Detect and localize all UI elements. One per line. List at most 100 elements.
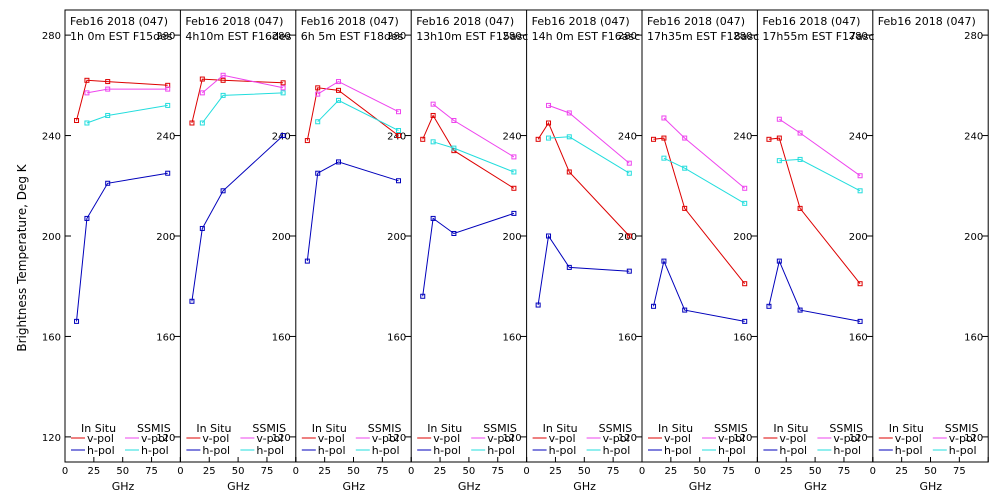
x-tick-label: 25 [895,466,908,477]
data-point-insitu_h [84,215,90,221]
data-point-insitu_v [626,233,632,239]
data-point-insitu_h [535,302,541,308]
data-point-insitu_h [420,293,426,299]
legend-label: v-pol [718,432,745,445]
y-tick-label: 280 [503,31,522,42]
x-tick-label: 75 [838,466,851,477]
legend-label: v-pol [833,432,860,445]
x-axis-label: GHz [227,480,250,493]
series-line-ssmis_h [201,92,284,124]
y-tick-label: 160 [272,332,291,343]
data-point-ssmis_h [776,158,782,164]
x-tick-label: 50 [578,466,591,477]
legend-label: h-pol [779,444,807,457]
data-point-ssmis_v [566,110,572,116]
data-point-insitu_v [396,133,402,139]
panel-6: Feb16 2018 (047) 17h35m EST F18asc 120 160 2… [639,10,759,493]
data-point-insitu_v [797,205,803,211]
series-line-insitu_h [768,259,861,322]
y-tick-label: 160 [156,332,175,343]
y-tick-label: 120 [156,433,175,444]
data-point-insitu_h [651,303,657,309]
data-point-insitu_v [304,138,310,144]
data-point-ssmis_h [396,128,402,134]
series-line-insitu_h [537,234,630,306]
y-tick-label: 120 [849,433,868,444]
y-tick-label: 120 [42,433,61,444]
data-point-ssmis_v [682,135,688,141]
y-tick-label: 240 [503,132,522,143]
x-tick-label: 0 [62,466,68,477]
y-tick-label: 280 [849,31,868,42]
data-point-ssmis_h [626,170,632,176]
data-point-insitu_h [304,258,310,264]
data-point-insitu_h [682,307,688,313]
data-point-ssmis_v [857,173,863,179]
panel-7: Feb16 2018 (047) 17h55m EST F17asc 120 160 2… [754,10,875,493]
panel-title-date: Feb16 2018 (047) [185,15,283,28]
data-point-insitu_v [335,87,341,93]
y-tick-label: 160 [503,332,522,343]
y-tick-label: 160 [618,332,637,343]
data-point-insitu_h [315,170,321,176]
y-tick-label: 160 [387,332,406,343]
x-tick-label: 50 [924,466,937,477]
series-line-insitu_h [306,161,399,262]
panel-title-date: Feb16 2018 (047) [416,15,514,28]
data-point-insitu_h [199,225,205,231]
legend-label: v-pol [664,432,691,445]
y-tick-label: 280 [387,31,406,42]
data-point-ssmis_h [430,139,436,145]
data-point-ssmis_v [315,91,321,97]
data-point-ssmis_h [797,156,803,162]
data-point-insitu_v [189,120,195,126]
data-point-insitu_v [682,205,688,211]
data-point-insitu_v [74,117,80,123]
data-point-ssmis_v [430,101,436,107]
data-point-ssmis_h [857,188,863,194]
y-tick-label: 280 [272,31,291,42]
legend-insitu-title: In Situ [889,422,924,435]
legend-ssmis-title: SSMIS [714,422,748,435]
data-point-ssmis_h [682,165,688,171]
x-tick-label: 50 [463,466,476,477]
legend-insitu-title: In Situ [658,422,693,435]
legend-label: h-pol [372,444,400,457]
x-tick-label: 75 [145,466,158,477]
data-point-insitu_v [661,135,667,141]
series-line-insitu_v [422,114,515,189]
x-tick-label: 75 [491,466,504,477]
data-point-insitu_h [776,258,782,264]
x-tick-label: 0 [408,466,414,477]
y-tick-label: 200 [156,232,175,243]
legend-ssmis-title: SSMIS [137,422,171,435]
legend-insitu-title: In Situ [427,422,462,435]
data-point-ssmis_v [165,86,171,92]
x-axis-label: GHz [920,480,943,493]
data-point-ssmis_v [626,160,632,166]
legend-ssmis-title: SSMIS [945,422,979,435]
legend-label: v-pol [87,432,114,445]
series-line-ssmis_h [317,99,399,131]
data-point-insitu_v [420,136,426,142]
panel-title-time: 13h10m EST F15asc [416,30,528,43]
series-line-insitu_h [653,259,745,322]
y-tick-label: 200 [42,232,61,243]
y-tick-label: 280 [964,31,983,42]
legend-label: v-pol [779,432,806,445]
data-point-ssmis_h [451,145,457,151]
legend-label: v-pol [895,432,922,445]
panel-4: Feb16 2018 (047) 13h10m EST F15asc 120 160 2… [408,10,528,493]
data-point-insitu_h [335,159,341,165]
data-point-ssmis_v [105,86,111,92]
x-tick-label: 50 [232,466,245,477]
series-line-ssmis_h [86,104,168,124]
data-point-insitu_h [189,298,195,304]
data-point-insitu_h [396,178,402,184]
series-line-insitu_h [422,212,515,297]
x-tick-label: 25 [203,466,216,477]
y-tick-label: 200 [272,232,291,243]
y-tick-label: 240 [42,132,61,143]
panel-title-time: 6h 5m EST F18des [301,30,404,43]
